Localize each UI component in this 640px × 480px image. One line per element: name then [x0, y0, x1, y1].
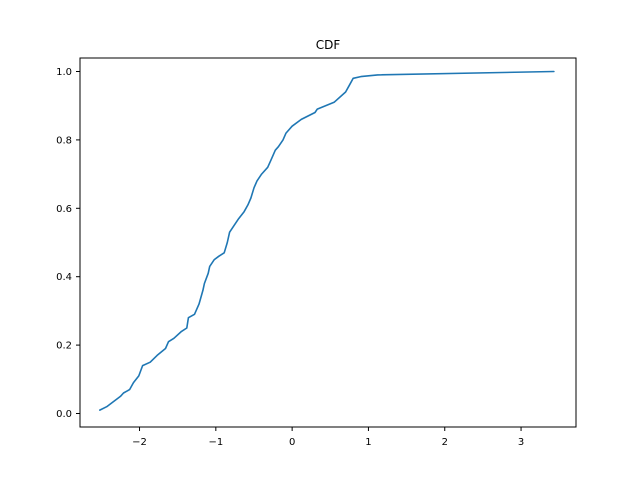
y-tick-label: 0.0 — [56, 409, 72, 420]
chart-title: CDF — [316, 38, 341, 52]
y-tick-label: 0.8 — [56, 135, 72, 146]
x-axis-ticks: −2 −1 0 1 2 3 — [132, 427, 524, 448]
x-tick-label: 0 — [289, 437, 295, 448]
y-tick-label: 0.4 — [56, 272, 72, 283]
y-tick-label: 0.6 — [56, 204, 72, 215]
y-axis-ticks: 0.0 0.2 0.4 0.6 0.8 1.0 — [56, 67, 80, 420]
plot-area-frame — [79, 57, 577, 428]
series-layer — [99, 70, 555, 411]
x-tick-label: −1 — [208, 437, 223, 448]
y-tick-label: 1.0 — [56, 67, 72, 78]
x-tick-label: 1 — [365, 437, 371, 448]
x-tick-label: 2 — [442, 437, 448, 448]
x-tick-label: 3 — [518, 437, 524, 448]
y-tick-label: 0.2 — [56, 341, 72, 352]
x-tick-label: −2 — [132, 437, 147, 448]
cdf-series-line — [99, 70, 555, 411]
